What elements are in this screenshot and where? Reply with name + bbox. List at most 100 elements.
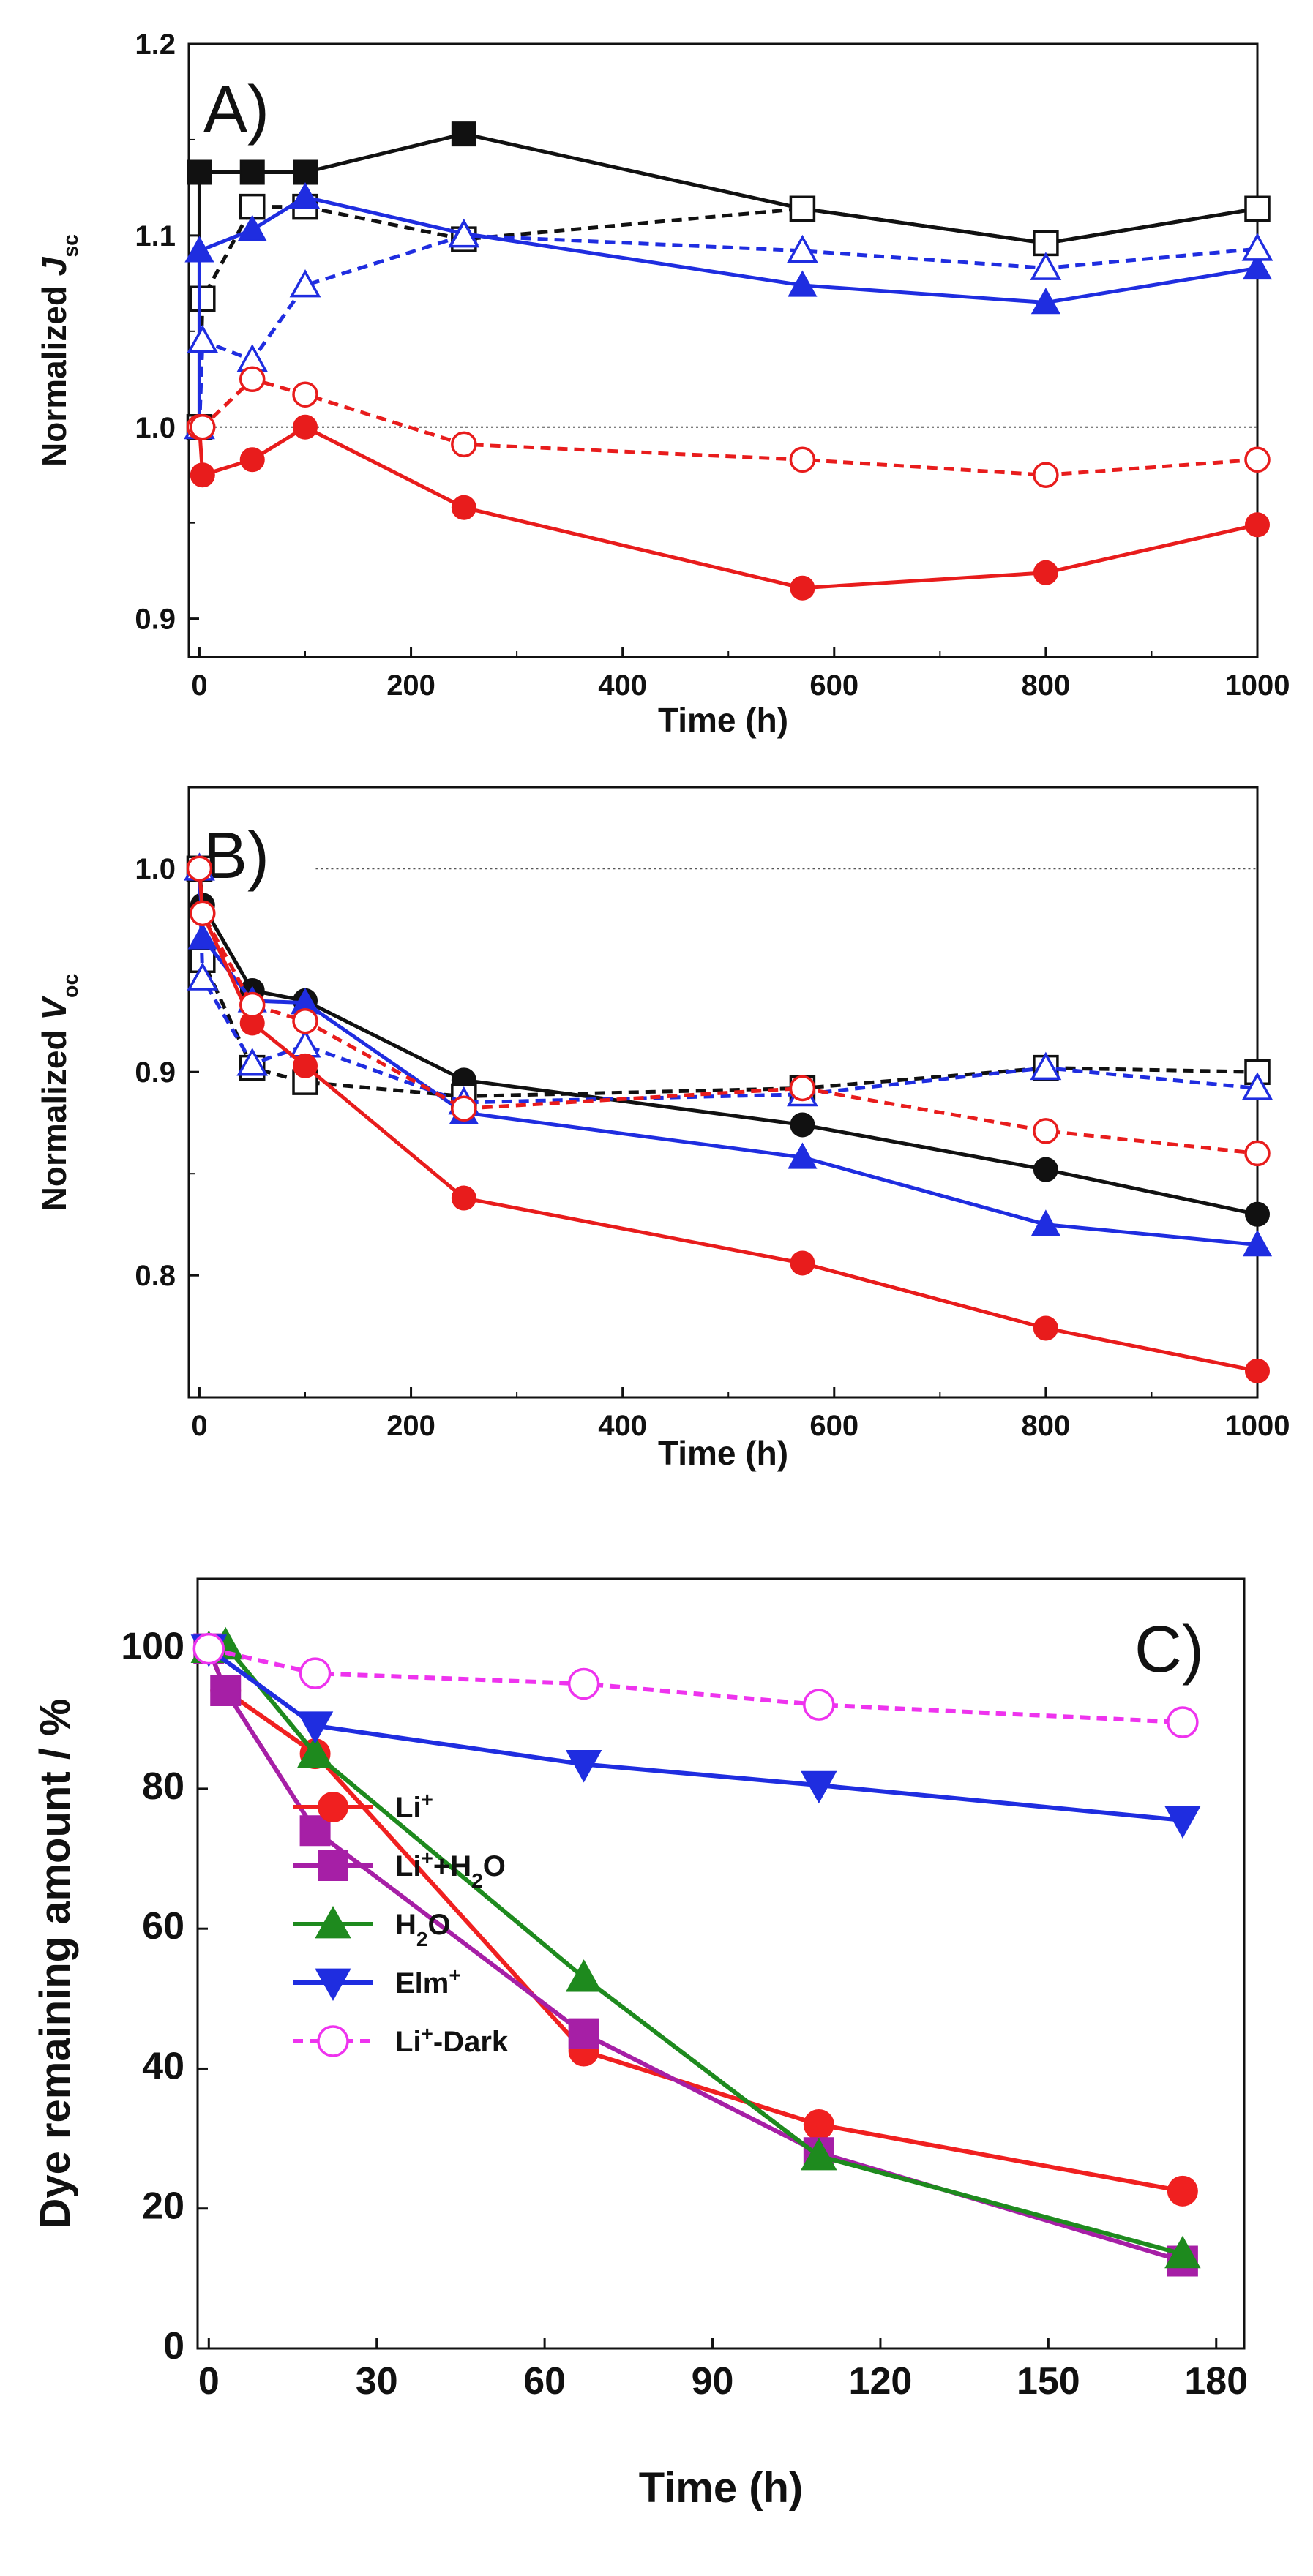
series-line xyxy=(197,132,1258,427)
data-point xyxy=(187,159,212,185)
legend-item: Elm+ xyxy=(293,1964,461,2002)
y-axis-title: Normalized Voc xyxy=(35,974,83,1212)
y-axis-title-main: Normalized xyxy=(35,1021,73,1212)
data-point xyxy=(803,2109,834,2140)
data-point xyxy=(1030,1209,1060,1236)
data-point xyxy=(801,2137,837,2171)
legend-item: H2O xyxy=(293,1905,451,1950)
data-point xyxy=(296,1735,334,1768)
y-tick-label: 0.9 xyxy=(135,604,176,636)
x-tick-label: 400 xyxy=(598,669,647,702)
data-point xyxy=(187,962,219,991)
series-line xyxy=(197,425,1258,590)
x-tick-label: 1000 xyxy=(1225,669,1290,702)
data-point xyxy=(451,1185,476,1211)
data-point xyxy=(293,159,318,185)
x-tick-label: 400 xyxy=(598,1410,647,1442)
legend-label: Li+ xyxy=(395,1788,433,1825)
legend-label-part: O xyxy=(427,1909,450,1941)
legend-item: Li++H2O xyxy=(293,1847,506,1892)
data-point xyxy=(789,1075,816,1102)
x-tick-label: 180 xyxy=(1184,2360,1248,2403)
series-black-solid xyxy=(187,856,1270,1227)
y-axis-title: Dye remaining amount / % xyxy=(31,1698,79,2228)
series-red-solid xyxy=(187,856,1270,1383)
x-tick-label: 800 xyxy=(1022,669,1071,702)
data-point xyxy=(568,2018,599,2049)
x-axis-title: Time (h) xyxy=(658,701,788,739)
legend-item: Li+-Dark xyxy=(293,2022,509,2058)
data-point xyxy=(292,1007,318,1034)
legend-label-part: + xyxy=(422,1788,433,1811)
data-point xyxy=(1033,1315,1058,1341)
legend-label-part: Li xyxy=(395,1792,422,1824)
data-point xyxy=(790,1112,815,1138)
series-red-dashed xyxy=(186,855,1271,1167)
data-point xyxy=(293,414,318,440)
data-point xyxy=(451,121,476,147)
series-line xyxy=(206,1648,1183,2264)
legend-label-part: +H xyxy=(433,1850,471,1882)
data-point xyxy=(790,1250,815,1276)
y-tick-label: 20 xyxy=(142,2185,184,2228)
x-tick-label: 0 xyxy=(198,2360,220,2403)
data-point xyxy=(289,269,321,298)
y-axis-title-subscript: sc xyxy=(59,234,83,258)
y-tick-label: 1.2 xyxy=(135,29,176,61)
data-point xyxy=(1033,462,1059,488)
data-point xyxy=(186,855,213,882)
y-tick-label: 100 xyxy=(121,1626,184,1668)
data-point xyxy=(187,324,219,353)
y-tick-label: 1.0 xyxy=(135,853,176,885)
data-point xyxy=(565,1959,602,1992)
series-blue-solid xyxy=(184,182,1273,439)
data-point xyxy=(1033,1157,1058,1182)
panel-letter: B) xyxy=(203,819,269,893)
data-point xyxy=(1030,288,1060,315)
data-point xyxy=(803,1689,835,1721)
data-point xyxy=(451,1095,477,1122)
data-point xyxy=(299,1657,332,1689)
y-tick-label: 40 xyxy=(142,2045,184,2087)
panel-b: 0 200 400 600 800 1000 0.8 0.9 1.0 Time (h) Normal… xyxy=(35,786,1290,1472)
data-point xyxy=(293,1053,318,1078)
plot-frame xyxy=(196,1577,1246,2350)
x-tick-label: 800 xyxy=(1022,1410,1071,1442)
data-point xyxy=(1244,1140,1271,1167)
x-tick-label: 150 xyxy=(1017,2360,1080,2403)
data-point xyxy=(1245,1201,1270,1227)
series-black-dashed xyxy=(186,193,1271,440)
y-axis-title-variable: V xyxy=(35,996,73,1021)
series-line xyxy=(197,868,1258,1105)
data-point xyxy=(1033,560,1058,585)
legend-label-part: H xyxy=(395,1909,416,1941)
data-point xyxy=(1030,252,1062,280)
data-point xyxy=(190,462,215,488)
legend-label-part: Elm xyxy=(395,1967,449,1999)
series-line xyxy=(197,195,1258,427)
data-point xyxy=(451,495,476,520)
data-point xyxy=(190,285,216,312)
x-tick-label: 90 xyxy=(692,2360,734,2403)
series-blue-dashed xyxy=(184,219,1273,440)
series-li- xyxy=(193,1633,1198,2207)
x-axis-title: Time (h) xyxy=(658,1434,788,1472)
legend-label: Li++H2O xyxy=(395,1847,506,1892)
x-axis-title: Time (h) xyxy=(639,2464,804,2512)
data-point xyxy=(565,1750,602,1783)
legend-label-part: + xyxy=(422,2022,433,2045)
x-tick-label: 0 xyxy=(191,669,207,702)
data-point xyxy=(299,1815,331,1847)
data-point xyxy=(289,1029,321,1058)
y-tick-label: 0.8 xyxy=(135,1260,176,1292)
y-tick-label: 1.0 xyxy=(135,412,176,444)
series-line xyxy=(197,205,1258,427)
data-point xyxy=(239,366,266,393)
data-point xyxy=(790,575,815,601)
x-tick-label: 0 xyxy=(191,1410,207,1442)
data-point xyxy=(1030,1051,1062,1081)
data-point xyxy=(184,236,214,263)
x-tick-label: 1000 xyxy=(1225,1410,1290,1442)
series-red-dashed xyxy=(186,366,1271,488)
panel-letter: C) xyxy=(1134,1613,1204,1686)
